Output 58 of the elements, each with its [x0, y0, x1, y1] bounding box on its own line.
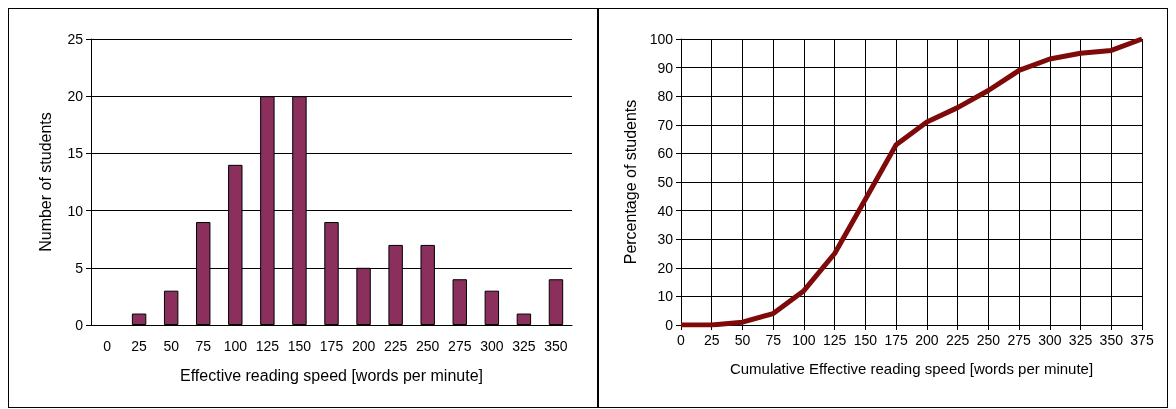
- y-tick-label: 10: [67, 202, 84, 219]
- y-tick-label: 80: [657, 88, 674, 105]
- x-tick-label: 200: [351, 338, 376, 354]
- y-tick-label: 15: [67, 145, 84, 162]
- x-tick-label: 250: [976, 332, 1001, 348]
- y-tick-label: 10: [657, 288, 674, 305]
- bar: [516, 313, 532, 325]
- bar: [484, 290, 500, 325]
- y-tick-label: 20: [67, 88, 84, 105]
- y-tick-label: 50: [657, 174, 674, 190]
- bar: [548, 279, 564, 325]
- y-tick-label: 5: [75, 259, 84, 276]
- x-tick-label: 175: [884, 332, 909, 348]
- y-tick-label: 40: [657, 202, 674, 219]
- bar: [452, 279, 467, 325]
- y-tick-label: 90: [657, 59, 674, 76]
- y-tick-label: 60: [657, 145, 674, 162]
- x-tick-label: 100: [223, 338, 248, 354]
- x-tick-label: 300: [1038, 332, 1062, 348]
- x-tick-label: 375: [1130, 332, 1154, 348]
- x-tick-label: 250: [416, 338, 440, 354]
- x-axis-title: Effective reading speed [words per minute]: [180, 366, 483, 384]
- y-axis-title: Percentage of students: [622, 99, 640, 265]
- x-tick-label: 0: [103, 338, 112, 354]
- x-axis-title: Cumulative Effective reading speed [words per minute]: [729, 360, 1094, 377]
- x-tick-label: 50: [163, 338, 180, 354]
- x-tick-label: 275: [448, 338, 472, 354]
- x-tick-label: 75: [765, 332, 782, 348]
- x-tick-label: 125: [255, 338, 280, 354]
- y-tick-label: 0: [665, 317, 674, 333]
- x-tick-label: 350: [1099, 332, 1124, 348]
- y-tick-label: 0: [75, 317, 84, 333]
- x-tick-label: 325: [512, 338, 536, 354]
- x-tick-label: 275: [1007, 332, 1031, 348]
- x-tick-label: 225: [383, 338, 408, 354]
- x-tick-label: 100: [792, 332, 816, 348]
- x-tick-label: 175: [319, 338, 344, 354]
- y-tick-label: 25: [67, 31, 84, 47]
- y-axis-title: Number of students: [36, 112, 54, 252]
- x-tick-label: 0: [677, 332, 686, 348]
- y-tick-label: 100: [649, 31, 674, 47]
- x-tick-label: 75: [195, 338, 212, 354]
- x-tick-label: 225: [945, 332, 970, 348]
- y-tick-label: 20: [657, 259, 674, 276]
- x-tick-label: 25: [703, 332, 720, 348]
- y-tick-label: 30: [657, 231, 674, 248]
- bar: [163, 290, 179, 325]
- x-tick-label: 325: [1068, 332, 1093, 348]
- x-tick-label: 350: [544, 338, 568, 354]
- bar: [131, 313, 147, 325]
- x-tick-label: 200: [915, 332, 939, 348]
- x-tick-label: 50: [734, 332, 751, 348]
- x-tick-label: 150: [853, 332, 878, 348]
- x-tick-label: 150: [287, 338, 312, 354]
- x-tick-label: 25: [131, 338, 148, 354]
- y-tick-label: 70: [657, 116, 674, 133]
- x-tick-label: 300: [480, 338, 504, 354]
- x-tick-label: 125: [822, 332, 847, 348]
